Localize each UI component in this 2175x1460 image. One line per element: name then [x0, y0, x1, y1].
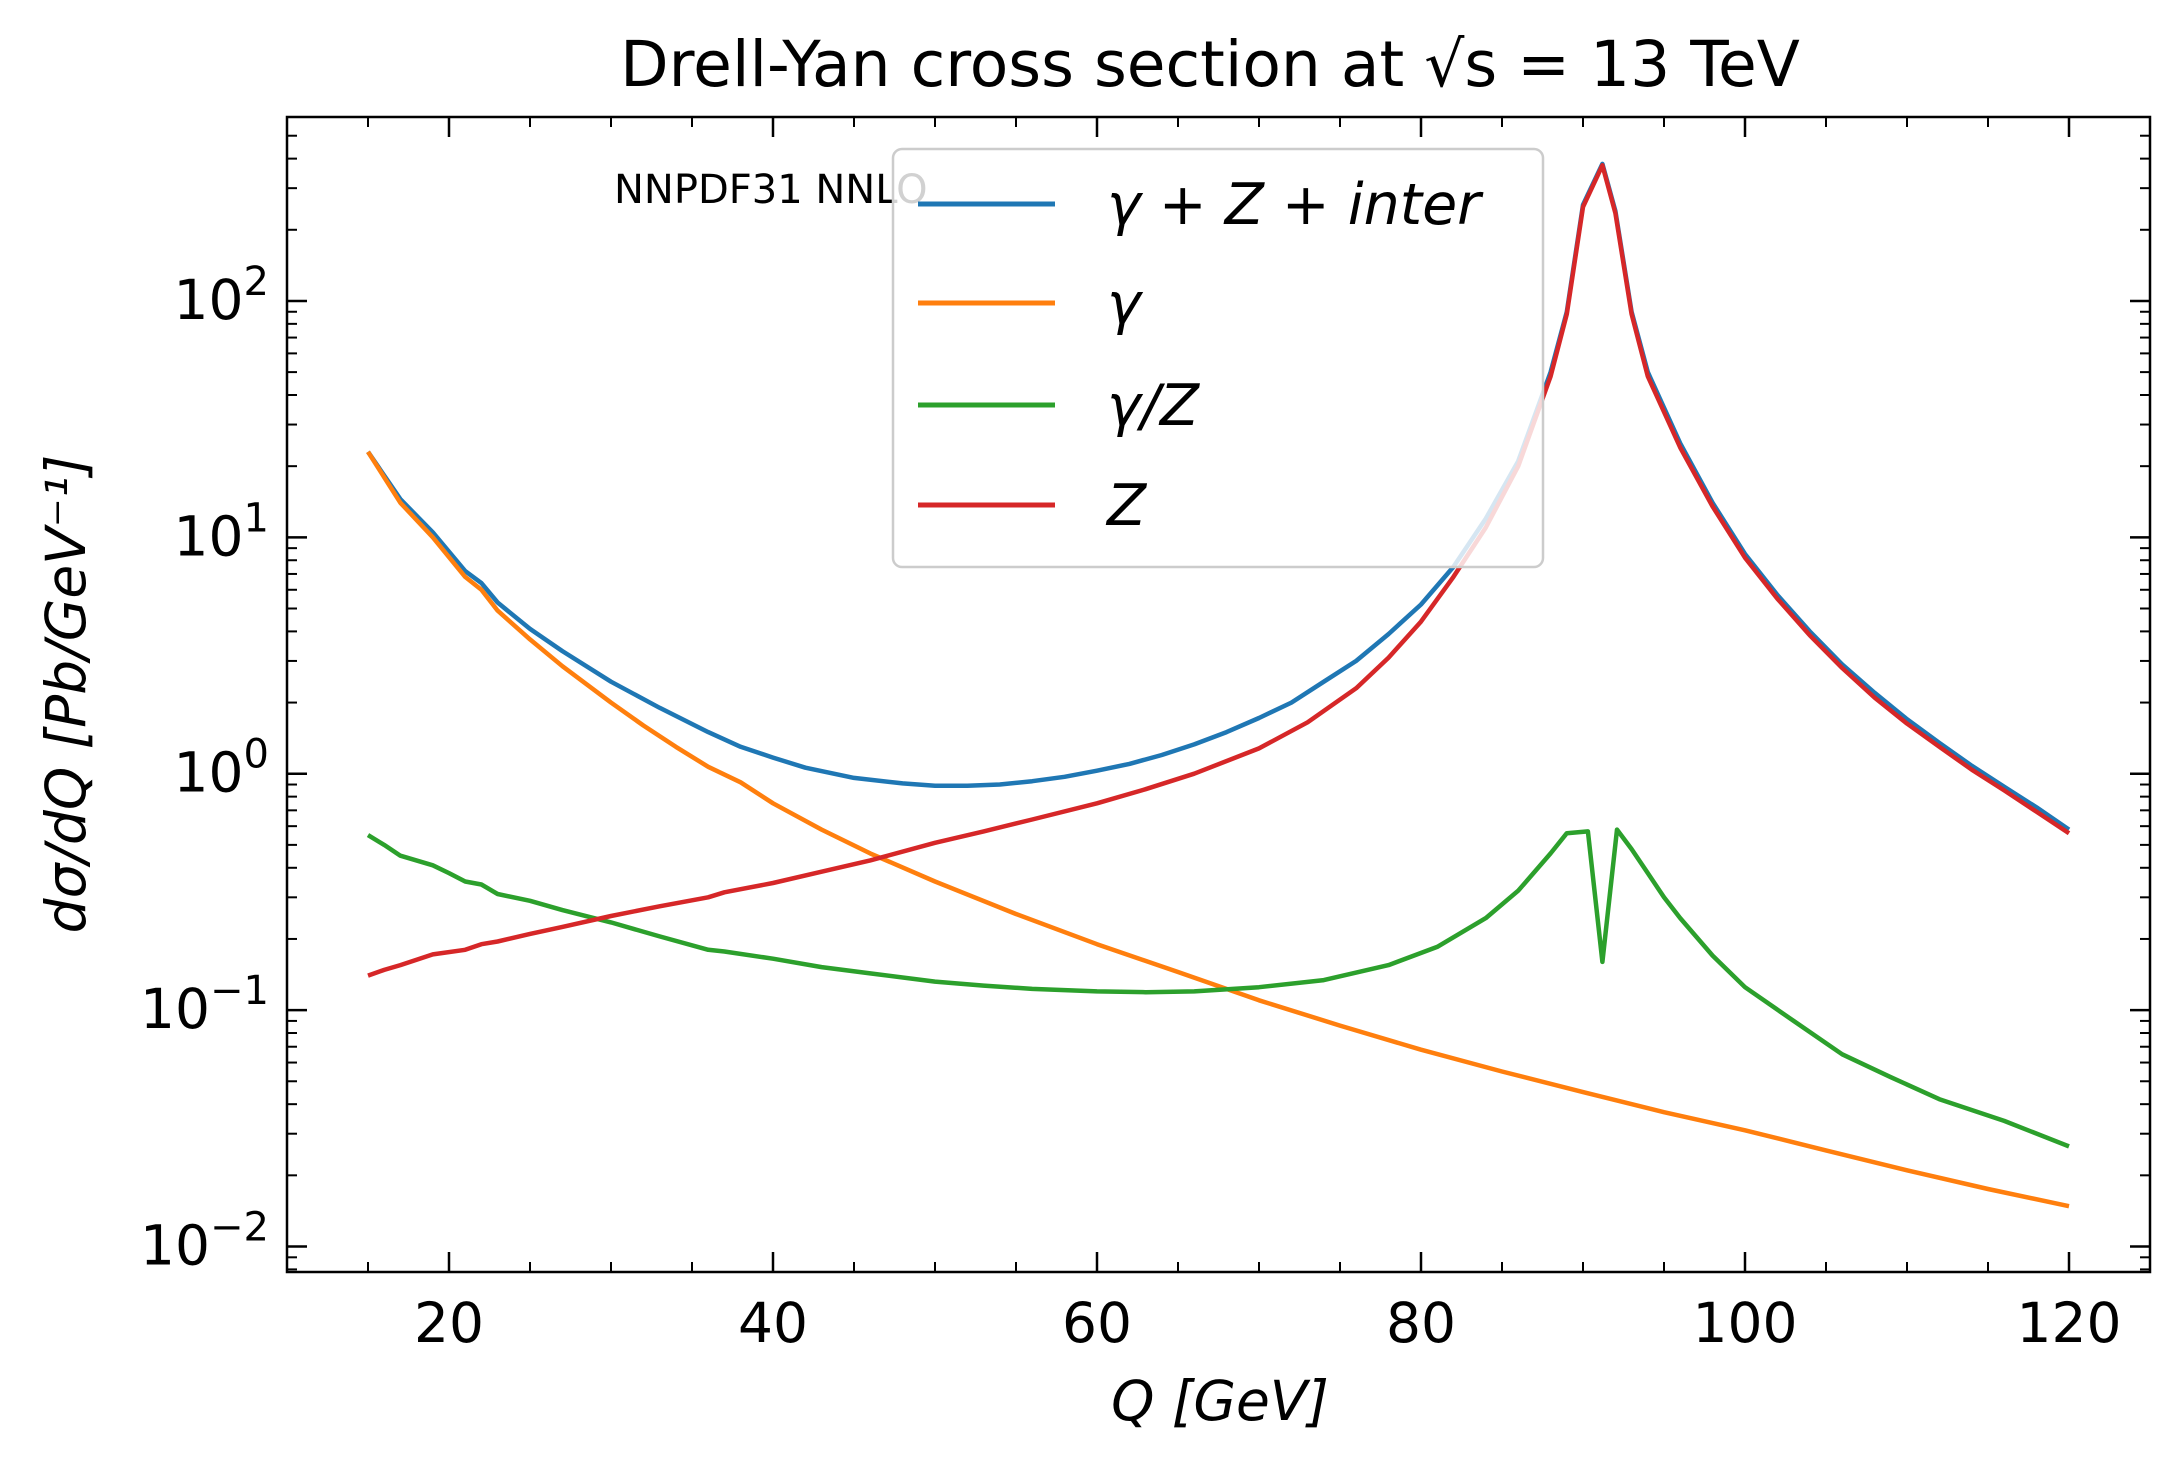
ticks-layer: 20 40 60 80 100 120 10−2 10−1 100 101 102 — [140, 116, 2151, 1355]
legend-label-gamma-over-z: γ/Z — [1107, 373, 1201, 439]
x-tick-label: 80 — [1386, 1291, 1456, 1355]
y-axis-label: dσ/dQ [Pb/GeV⁻¹] — [34, 455, 98, 934]
series-layer — [366, 161, 2071, 1209]
y-tick-label: 10−2 — [140, 1204, 269, 1277]
series-line-3 — [367, 163, 2071, 978]
series-line-2 — [366, 827, 2070, 1149]
legend-label-z: Z — [1105, 473, 1148, 539]
series-line-0 — [366, 161, 2071, 832]
y-tick-label: 10−1 — [140, 968, 269, 1041]
x-tick-label: 40 — [738, 1291, 808, 1355]
legend-box — [891, 147, 1545, 569]
chart-title: Drell-Yan cross section at √s = 13 TeV — [620, 28, 1800, 101]
x-axis-label: Q [GeV] — [1111, 1369, 1329, 1433]
x-tick-label: 20 — [414, 1291, 484, 1355]
pdf-set-annotation: NNPDF31 NNLO — [614, 167, 928, 213]
x-tick-label: 100 — [1693, 1291, 1798, 1355]
y-tick-label: 102 — [174, 259, 269, 332]
legend: γ + Z + inter γ γ/Z Z — [891, 147, 1545, 569]
y-tick-label: 101 — [174, 495, 269, 568]
y-tick-label: 100 — [174, 732, 269, 805]
series-line-1 — [366, 450, 2070, 1209]
legend-label-gamma: γ — [1107, 271, 1144, 337]
plot-area — [285, 115, 2152, 1274]
x-tick-label: 120 — [2017, 1291, 2122, 1355]
x-tick-label: 60 — [1062, 1291, 1132, 1355]
legend-label-gamma-z-inter: γ + Z + inter — [1107, 172, 1484, 238]
